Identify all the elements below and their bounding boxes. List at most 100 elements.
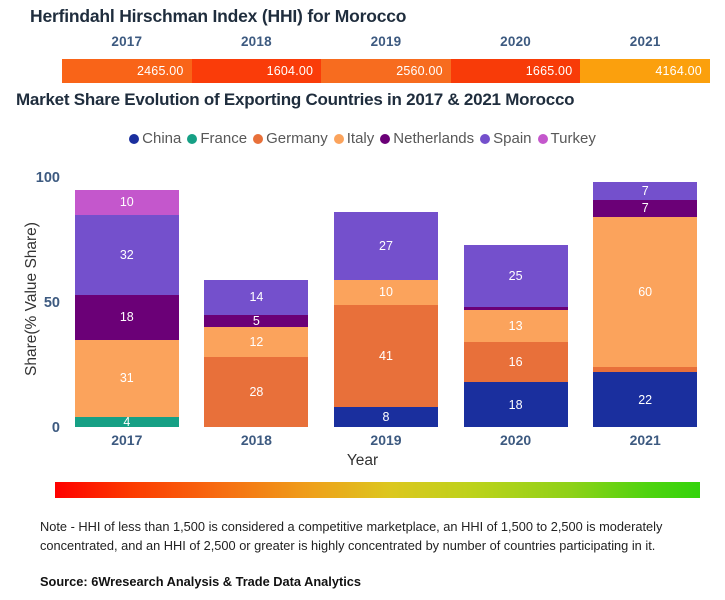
bar-segment-turkey[interactable]: 10 [74, 189, 179, 215]
bar-segment-italy[interactable]: 31 [74, 339, 179, 417]
bar-segment-spain[interactable]: 14 [204, 279, 309, 315]
hhi-value-cell: 2465.00 [62, 59, 192, 83]
bar-segment-value-label: 18 [119, 310, 134, 324]
legend-swatch-icon [333, 133, 344, 144]
bar-segment-netherlands[interactable]: 18 [74, 294, 179, 340]
legend-item-label: China [142, 130, 182, 147]
y-axis-tick-label: 0 [51, 420, 60, 436]
bar-group-container: 4 31 18 32 10 2017 28 12 5 14 2018 8 41 10 27 2019 18 16 1… [62, 160, 710, 450]
legend-item-netherlands[interactable]: Netherlands [380, 130, 474, 147]
bar-segment-value-label: 60 [638, 285, 653, 299]
legend-swatch-icon [537, 133, 548, 144]
bar-segment-france[interactable]: 4 [74, 417, 179, 427]
legend-swatch-icon [480, 133, 491, 144]
legend-swatch-icon [380, 133, 391, 144]
bar-segment-spain[interactable]: 25 [463, 244, 568, 307]
stacked-bar[interactable]: 4 31 18 32 10 [74, 189, 179, 427]
legend-swatch-icon [129, 133, 140, 144]
bar-segment-china[interactable]: 18 [463, 382, 568, 427]
x-axis-tick-label: 2019 [370, 432, 402, 448]
hhi-value-cell: 2560.00 [321, 59, 451, 83]
bar-segment-value-label: 7 [641, 201, 649, 216]
legend-item-germany[interactable]: Germany [253, 130, 328, 147]
legend-item-label: France [200, 130, 248, 147]
footer-source: Source: 6Wresearch Analysis & Trade Data… [40, 574, 362, 589]
legend-item-label: Italy [346, 130, 375, 147]
legend-item-france[interactable]: France [187, 130, 247, 147]
bar-segment-china[interactable]: 8 [334, 407, 438, 427]
bar-group-2019: 8 41 10 27 2019 [334, 177, 438, 448]
bar-segment-italy[interactable]: 13 [463, 309, 568, 342]
legend-item-italy[interactable]: Italy [333, 130, 375, 147]
bar-segment-netherlands[interactable] [463, 307, 568, 310]
hhi-value-cell: 1665.00 [450, 59, 581, 83]
x-axis-tick-label: 2018 [240, 432, 272, 448]
bar-segment-china[interactable]: 22 [593, 372, 698, 427]
legend-item-china[interactable]: China [129, 130, 181, 147]
chart-plot-area: Share(% Value Share) 0 50 100 4 31 18 32 10 201… [0, 160, 725, 469]
bar-segment-germany[interactable]: 41 [334, 304, 438, 407]
hhi-year-label: 2019 [370, 34, 402, 49]
legend-item-label: Turkey [550, 130, 596, 147]
stacked-bar[interactable]: 22 60 7 7 [593, 182, 698, 427]
bar-segment-value-label: 22 [638, 392, 653, 407]
hhi-year-label: 2021 [629, 34, 661, 49]
hhi-year-header-row: 2017 2018 2019 2020 2021 [62, 34, 710, 49]
bar-segment-spain[interactable]: 7 [593, 182, 698, 200]
bar-segment-italy[interactable]: 10 [334, 279, 438, 305]
legend-swatch-icon [253, 133, 264, 144]
bar-segment-italy[interactable]: 60 [593, 217, 698, 367]
bar-segment-spain[interactable]: 32 [74, 214, 179, 295]
hhi-year-label: 2018 [240, 34, 272, 49]
hhi-value-band: 2465.00 1604.00 2560.00 1665.00 4164.00 [62, 59, 710, 83]
bar-segment-germany[interactable] [593, 367, 698, 372]
bar-segment-germany[interactable]: 28 [204, 357, 309, 427]
bar-segment-value-label: 14 [249, 290, 264, 304]
bar-segment-italy[interactable]: 12 [204, 327, 309, 357]
bar-segment-value-label: 5 [252, 314, 260, 328]
bar-segment-value-label: 13 [508, 318, 523, 333]
bar-segment-germany[interactable]: 16 [463, 342, 568, 382]
chart-title: Market Share Evolution of Exporting Coun… [16, 90, 575, 109]
footer-note: Note - HHI of less than 1,500 is conside… [40, 519, 663, 553]
bar-segment-netherlands[interactable]: 5 [204, 314, 309, 328]
y-axis-tick-label: 50 [43, 295, 60, 311]
legend-item-label: Netherlands [393, 130, 475, 147]
stacked-bar[interactable]: 8 41 10 27 [334, 212, 438, 427]
hhi-year-label: 2020 [500, 34, 531, 49]
stacked-bar[interactable]: 28 12 5 14 [204, 279, 309, 427]
bar-group-2020: 18 16 13 25 2020 [463, 177, 568, 448]
bar-segment-value-label: 8 [382, 410, 390, 424]
bar-segment-value-label: 12 [249, 335, 264, 349]
bar-segment-value-label: 16 [508, 355, 523, 369]
y-axis-ticks: 0 50 100 [12, 160, 60, 450]
bar-segment-value-label: 41 [379, 348, 393, 363]
bar-segment-value-label: 25 [508, 268, 523, 283]
hhi-gradient-scale-bar [55, 482, 700, 498]
hhi-title: Herfindahl Hirschman Index (HHI) for Mor… [30, 6, 407, 26]
bar-segment-value-label: 10 [379, 285, 393, 299]
hhi-value-cell: 4164.00 [580, 59, 710, 83]
bar-segment-value-label: 32 [119, 247, 134, 262]
x-axis-tick-label: 2020 [500, 432, 532, 448]
legend-item-label: Germany [266, 130, 328, 147]
legend-item-label: Spain [493, 130, 532, 147]
bar-segment-netherlands[interactable]: 7 [593, 199, 698, 217]
bar-segment-value-label: 4 [123, 417, 131, 427]
bar-segment-value-label: 27 [379, 238, 393, 253]
bar-group-2021: 22 60 7 7 2021 [593, 177, 698, 448]
bar-segment-value-label: 10 [119, 195, 134, 209]
stacked-bar[interactable]: 18 16 13 25 [463, 244, 568, 427]
chart-legend: China France Germany Italy Netherlands Spain T… [0, 130, 725, 147]
legend-swatch-icon [187, 133, 198, 144]
bar-segment-value-label: 7 [641, 183, 649, 198]
bar-segment-value-label: 31 [119, 371, 134, 386]
bar-segment-spain[interactable]: 27 [334, 212, 438, 280]
legend-item-turkey[interactable]: Turkey [537, 130, 596, 147]
hhi-value-cell: 1604.00 [191, 59, 322, 83]
legend-item-spain[interactable]: Spain [480, 130, 532, 147]
y-axis-tick-label: 100 [35, 170, 60, 186]
x-axis-tick-label: 2021 [629, 432, 661, 448]
x-axis-tick-label: 2017 [111, 432, 143, 448]
bar-segment-value-label: 18 [508, 397, 523, 412]
